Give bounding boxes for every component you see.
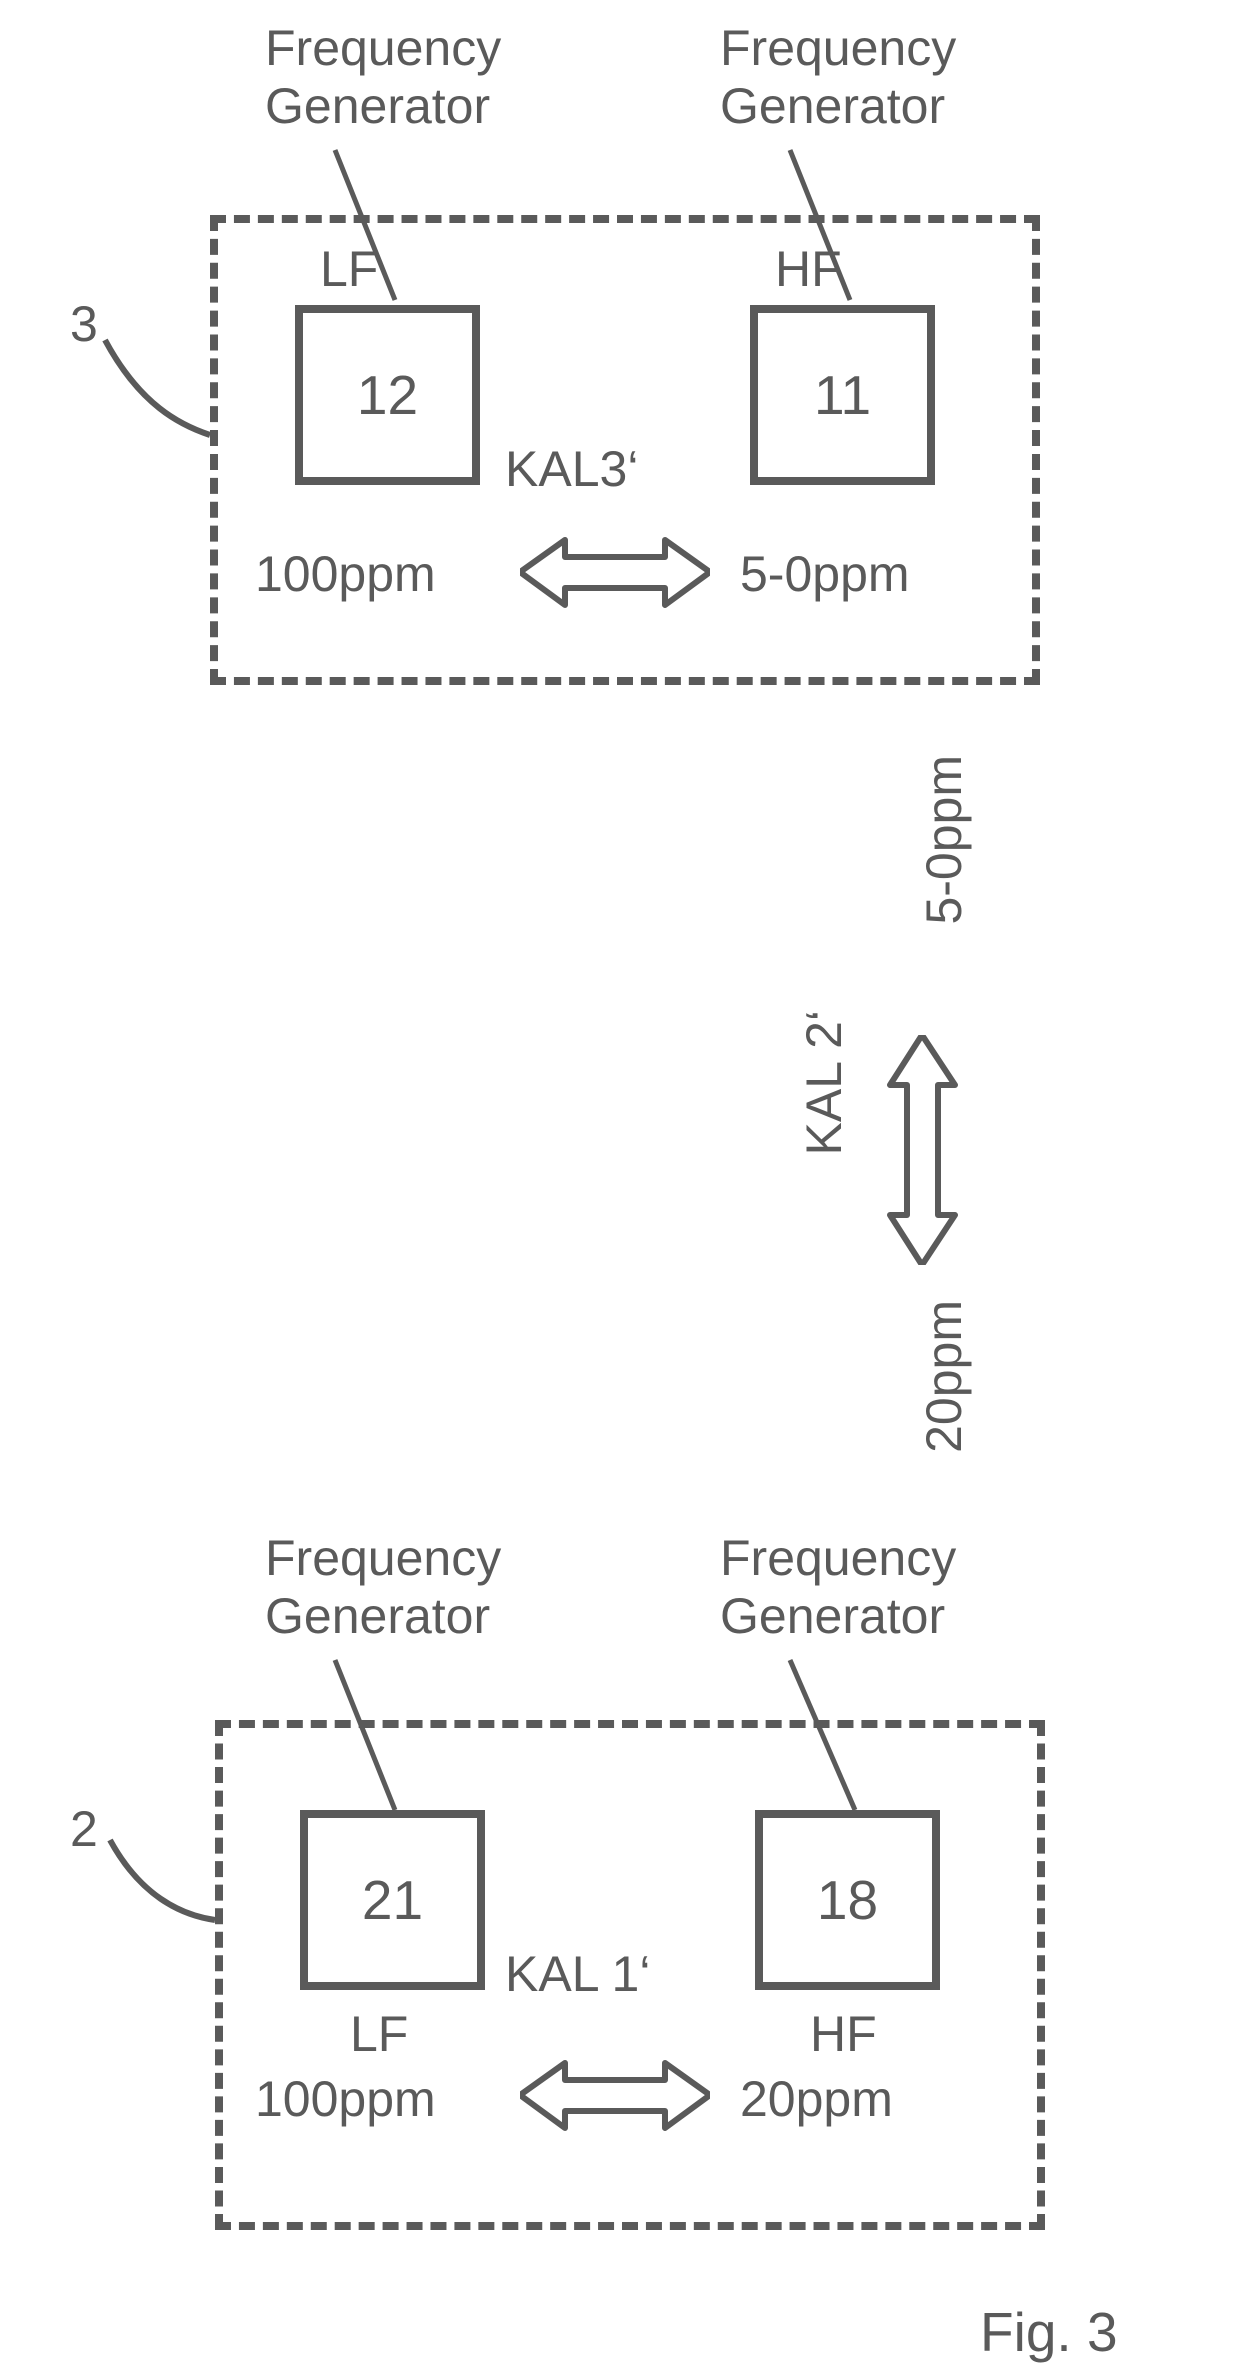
vlink-kal-label: KAL 2‘ <box>795 1010 853 1155</box>
unit2-left-band: LF <box>350 2005 408 2063</box>
unit2-left-box: 21 <box>300 1810 485 1990</box>
unit3-kal-label: KAL3‘ <box>505 440 638 498</box>
unit2-right-num: 18 <box>817 1868 878 1932</box>
unit2-left-num: 21 <box>362 1868 423 1932</box>
unit3-left-band: LF <box>320 240 378 298</box>
unit2-left-annot: Frequency Generator <box>265 1530 501 1645</box>
figure-label: Fig. 3 <box>980 2300 1118 2364</box>
ref-3-leader <box>90 315 220 465</box>
unit2-kal-label: KAL 1‘ <box>505 1945 650 2003</box>
unit2-right-box: 18 <box>755 1810 940 1990</box>
unit2-right-band: HF <box>810 2005 877 2063</box>
vlink-arrow-icon <box>885 1035 960 1265</box>
vlink-top-ppm: 5-0ppm <box>915 755 973 925</box>
unit3-left-annot: Frequency Generator <box>265 20 501 135</box>
unit3-right-box: 11 <box>750 305 935 485</box>
unit2-right-ppm: 20ppm <box>740 2070 893 2128</box>
unit2-left-ppm: 100ppm <box>255 2070 436 2128</box>
unit2-arrow-icon <box>520 2058 710 2133</box>
unit2-right-leader <box>790 1660 865 1820</box>
unit3-right-annot: Frequency Generator <box>720 20 956 135</box>
unit3-right-ppm: 5-0ppm <box>740 545 910 603</box>
ref-2-leader <box>100 1820 230 1950</box>
unit3-right-band: HF <box>775 240 842 298</box>
unit3-left-ppm: 100ppm <box>255 545 436 603</box>
unit3-left-num: 12 <box>357 363 418 427</box>
vlink-bot-ppm: 20ppm <box>915 1300 973 1453</box>
unit2-left-leader <box>335 1660 405 1820</box>
unit2-right-annot: Frequency Generator <box>720 1530 956 1645</box>
ref-2-label: 2 <box>70 1800 98 1858</box>
unit3-arrow-icon <box>520 535 710 610</box>
unit3-right-num: 11 <box>814 363 871 427</box>
unit3-left-box: 12 <box>295 305 480 485</box>
